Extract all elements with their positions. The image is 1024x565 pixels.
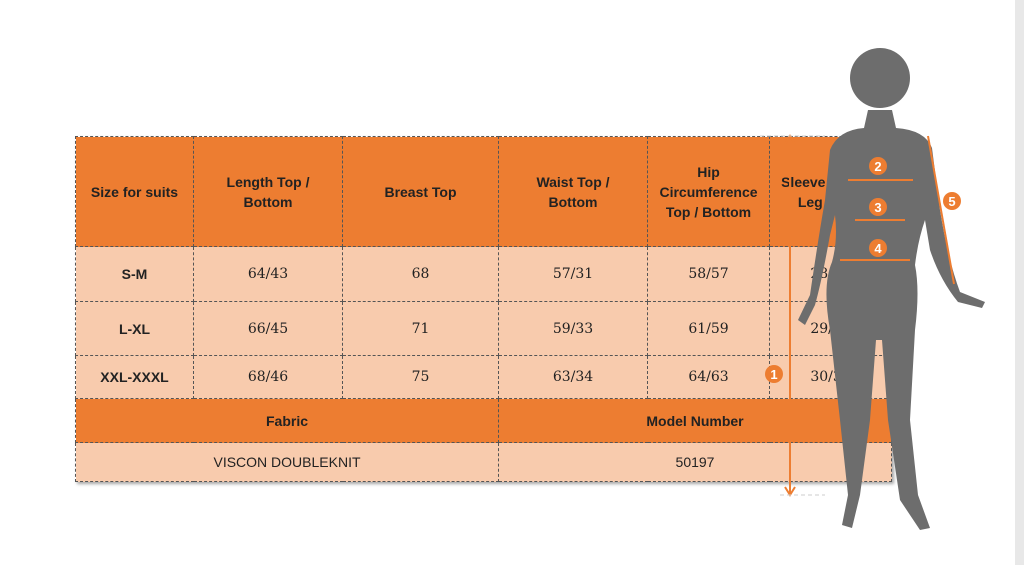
cell: L-XL <box>75 301 194 356</box>
cell: 68/46 <box>193 355 343 399</box>
marker-3: 3 <box>874 200 881 215</box>
cell: 58/57 <box>647 246 770 302</box>
fabric-label: Fabric <box>75 398 499 443</box>
measurement-arrows <box>784 134 955 497</box>
header-waist: Waist Top / Bottom <box>498 136 648 247</box>
cell: 71 <box>342 301 499 356</box>
footer-value-row: VISCON DOUBLEKNIT 50197 <box>75 442 892 482</box>
header-hip: Hip Circumference Top / Bottom <box>647 136 770 247</box>
cell: 61/59 <box>647 301 770 356</box>
cell: 64/43 <box>193 246 343 302</box>
cell: 68 <box>342 246 499 302</box>
cell: XXL-XXXL <box>75 355 194 399</box>
cell: 66/45 <box>193 301 343 356</box>
scrollbar[interactable] <box>1015 0 1024 565</box>
model-number-label: Model Number <box>498 398 892 443</box>
size-chart-table: Size for suits Length Top / Bottom Breas… <box>75 136 892 482</box>
cell: S-M <box>75 246 194 302</box>
cell: 64/63 <box>647 355 770 399</box>
marker-2: 2 <box>874 159 881 174</box>
cell: 63/34 <box>498 355 648 399</box>
marker-1: 1 <box>770 367 777 382</box>
marker-5: 5 <box>948 194 955 209</box>
header-size: Size for suits <box>75 136 194 247</box>
marker-4: 4 <box>874 241 882 256</box>
cell: 57/31 <box>498 246 648 302</box>
cell: 75 <box>342 355 499 399</box>
header-breast: Breast Top <box>342 136 499 247</box>
header-row: Size for suits Length Top / Bottom Breas… <box>75 136 892 247</box>
footer-header-row: Fabric Model Number <box>75 398 892 443</box>
cell: 59/33 <box>498 301 648 356</box>
body-measurement-figure: 1 2 3 4 5 <box>760 48 985 530</box>
silhouette-icon <box>798 48 985 530</box>
model-number-value: 50197 <box>498 442 892 482</box>
fabric-value: VISCON DOUBLEKNIT <box>75 442 499 482</box>
header-length: Length Top / Bottom <box>193 136 343 247</box>
